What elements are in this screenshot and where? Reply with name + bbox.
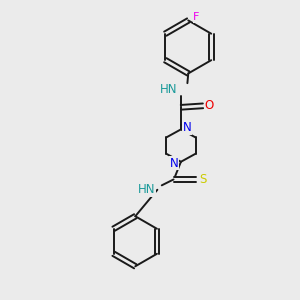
Text: S: S <box>199 173 207 186</box>
Text: N: N <box>183 122 192 134</box>
Text: F: F <box>193 13 200 22</box>
Text: HN: HN <box>160 83 177 96</box>
Text: HN: HN <box>137 183 155 196</box>
Text: O: O <box>205 99 214 112</box>
Text: N: N <box>170 157 179 170</box>
